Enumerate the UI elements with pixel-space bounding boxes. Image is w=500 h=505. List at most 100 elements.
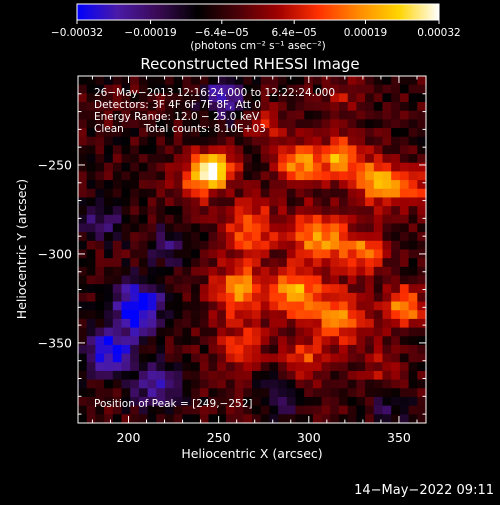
heatmap-cell [417,414,427,424]
heatmap-cell [269,162,279,173]
heatmap-cell [391,171,401,181]
heatmap-cell [147,84,157,94]
heatmap-cell [252,76,262,86]
heatmap-cell [78,275,88,285]
heatmap-cell [217,414,227,424]
heatmap-cell [112,292,123,303]
heatmap-cell [260,136,270,147]
heatmap-cell [278,362,288,372]
heatmap-cell [391,84,401,94]
heatmap-cell [165,162,175,173]
heatmap-cell [269,327,279,337]
heatmap-cell [312,84,323,94]
heatmap-cell [399,110,410,120]
heatmap-cell [191,405,201,415]
heatmap-cell [391,327,401,337]
heatmap-cell [95,136,105,147]
heatmap-cell [121,336,131,346]
heatmap-cell [95,292,105,303]
heatmap-cell [130,93,140,103]
heatmap-cell [278,171,288,181]
heatmap-cell [295,188,305,199]
heatmap-cell [252,327,262,337]
heatmap-cell [191,396,201,407]
heatmap-cell [112,145,123,155]
heatmap-cell [95,102,105,112]
heatmap-cell [173,119,183,129]
heatmap-cell [147,240,157,251]
heatmap-cell [260,292,270,303]
heatmap-cell [260,188,270,199]
heatmap-cell [138,353,149,363]
heatmap-cell [199,318,210,329]
heatmap-cell [399,162,410,173]
heatmap-cell [78,396,88,407]
heatmap-cell [252,405,262,415]
heatmap-cell [252,162,262,173]
heatmap-cell [382,171,392,181]
heatmap-cell [121,353,131,363]
heatmap-cell [78,292,88,303]
heatmap-cell [95,93,105,103]
heatmap-cell [104,370,114,381]
heatmap-cell [252,240,262,251]
heatmap-cell [104,102,114,112]
heatmap-cell [365,145,375,155]
heatmap-cell [86,102,96,112]
heatmap-cell [382,370,392,381]
heatmap-cell [365,93,375,103]
heatmap-cell [339,336,349,346]
heatmap-cell [408,76,418,86]
heatmap-cell [278,249,288,259]
heatmap-cell [347,396,357,407]
heatmap-cell [252,266,262,277]
heatmap-cell [286,370,297,381]
heatmap-cell [173,136,183,147]
heatmap-cell [95,145,105,155]
heatmap-cell [95,362,105,372]
heatmap-cell [243,93,253,103]
heatmap-cell [269,128,279,138]
heatmap-cell [304,136,314,147]
heatmap-cell [112,180,123,190]
heatmap-cell [417,223,427,233]
heatmap-cell [304,327,314,337]
heatmap-cell [278,197,288,207]
heatmap-cell [417,145,427,155]
heatmap-cell [182,414,192,424]
heatmap-cell [278,128,288,138]
heatmap-cell [382,119,392,129]
heatmap-cell [156,370,166,381]
heatmap-cell [182,76,192,86]
heatmap-cell [234,128,244,138]
heatmap-cell [382,318,392,329]
heatmap-cell [365,180,375,190]
heatmap-cell [321,145,331,155]
heatmap-cell [365,388,375,398]
heatmap-cell [278,327,288,337]
heatmap-cell [165,396,175,407]
heatmap-cell [78,284,88,294]
heatmap-cell [138,327,149,337]
heatmap-cell [156,84,166,94]
heatmap-cell [391,232,401,242]
heatmap-cell [217,344,227,355]
heatmap-cell [391,154,401,164]
heatmap-cell [382,93,392,103]
heatmap-cell [399,76,410,86]
heatmap-cell [408,84,418,94]
heatmap-cell [138,362,149,372]
heatmap-cell [330,223,340,233]
heatmap-cell [95,318,105,329]
heatmap-cell [278,414,288,424]
heatmap-cell [130,171,140,181]
heatmap-cell [269,362,279,372]
heatmap-cell [78,318,88,329]
heatmap-cell [269,396,279,407]
heatmap-cell [330,327,340,337]
heatmap-cell [147,370,157,381]
heatmap-cell [295,405,305,415]
heatmap-cell [417,128,427,138]
heatmap-cell [165,405,175,415]
heatmap-cell [156,171,166,181]
